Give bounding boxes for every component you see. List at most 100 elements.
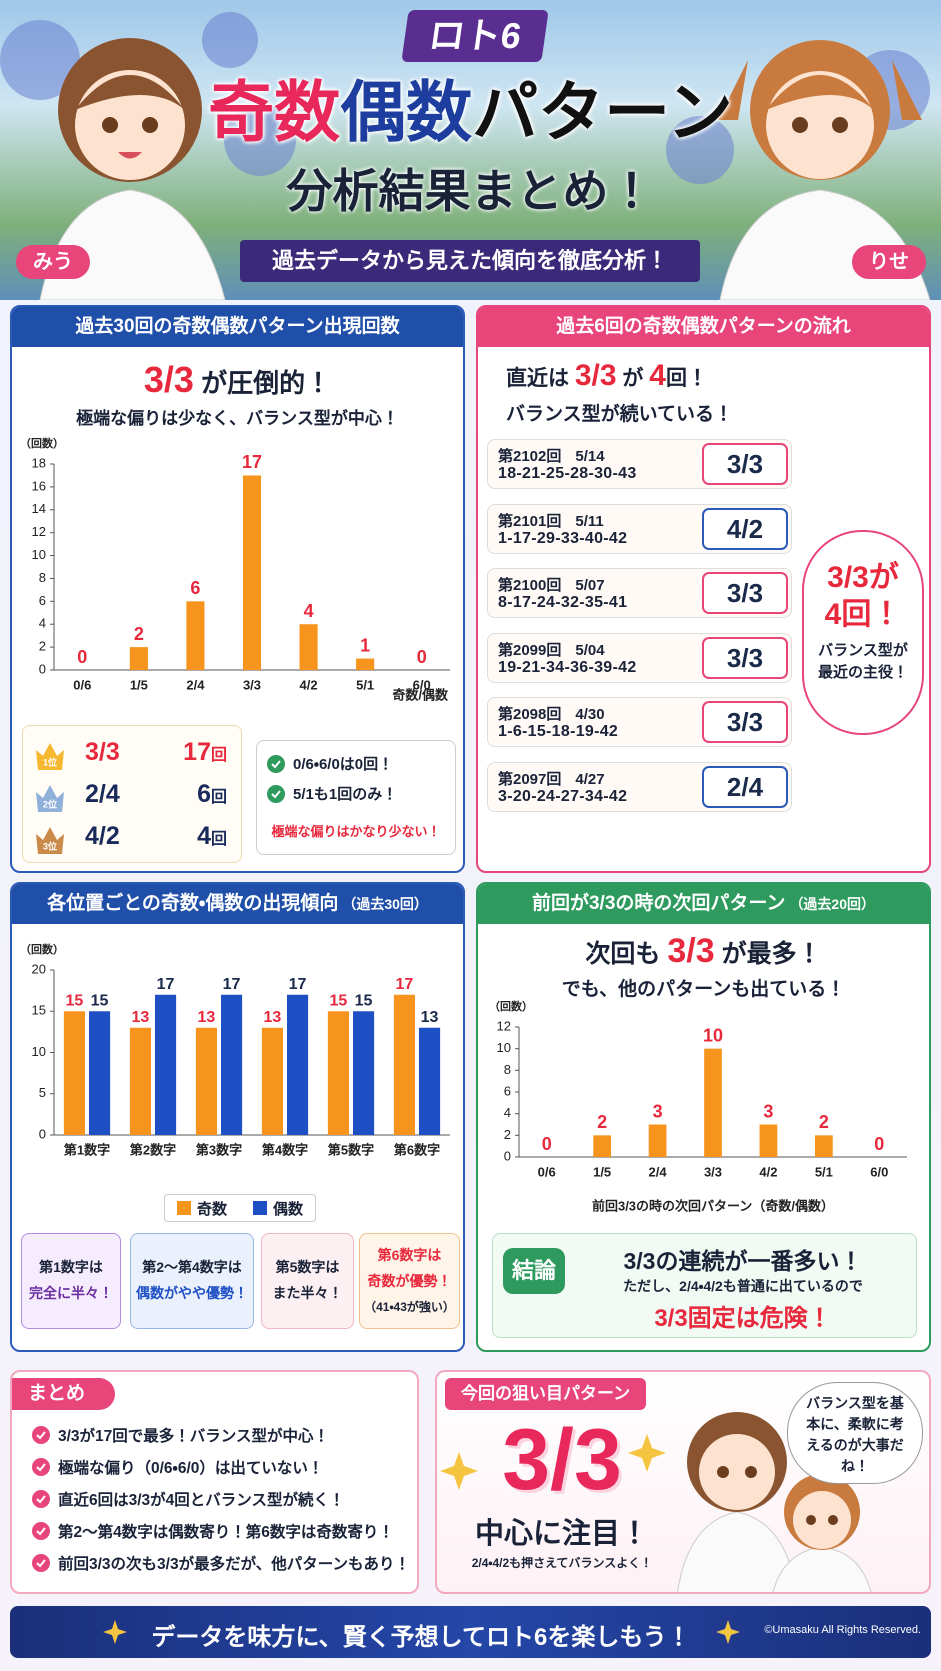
title-rest: パターン — [472, 75, 733, 149]
panel-title-text: 前回が3/3の時の次回パターン — [531, 893, 786, 914]
rank-pattern: 3/3 — [85, 738, 120, 766]
y-tick-label: 4 — [39, 616, 46, 631]
card-line: 第5数字は — [275, 1259, 340, 1275]
draw-date: 4/27 — [575, 771, 605, 788]
count-value: 6 — [197, 780, 211, 808]
conclusion-alert: 3/3固定は危険！ — [654, 1305, 832, 1332]
subhead: でも、他のパターンも出ている！ — [561, 979, 846, 1000]
y-axis-title: （回数） — [20, 942, 64, 956]
bar — [299, 624, 318, 670]
chart: （回数） 0 5 10 15 20 第1数字 第2数字 第3数字 第4数字 第5数字 第6数字 15 13… — [20, 942, 450, 1157]
summary-title: まとめ — [12, 1378, 116, 1410]
value-label: 15 — [66, 992, 84, 1009]
value-label: 17 — [223, 976, 241, 993]
value-label: 6 — [190, 578, 200, 598]
bar — [393, 994, 415, 1135]
rank-pattern: 2/4 — [85, 780, 120, 808]
draw-pattern: 3/3 — [702, 701, 788, 744]
draw-head: 第2100回 5/07 — [498, 574, 605, 595]
y-axis-title: （回数） — [489, 999, 533, 1013]
check-circle — [32, 1458, 50, 1476]
draw-head: 第2098回 4/30 — [498, 703, 605, 724]
check-mark — [271, 789, 281, 798]
x-tick-label: 3/3 — [704, 1164, 722, 1179]
check-mark — [36, 1463, 46, 1472]
bar — [129, 1027, 151, 1135]
y-tick-label: 10 — [497, 1040, 511, 1055]
draw-date: 5/11 — [575, 512, 604, 530]
value-label: 15 — [330, 992, 348, 1009]
draw-head: 第2102回 5/14 — [498, 445, 605, 466]
headline-text: が圧倒的！ — [201, 368, 332, 398]
draw-row: 第2098回 4/30 1-6-15-18-19-42 3/3 — [487, 697, 792, 748]
draw-numbers: 18-21-25-28-30-43 — [498, 465, 637, 482]
card-line: 完全に半々！ — [29, 1285, 113, 1301]
conclusion-head: 3/3の連続が一番多い！ — [623, 1248, 863, 1274]
draw-row: 第2102回 5/14 18-21-25-28-30-43 3/3 — [487, 439, 792, 489]
value-label: 3 — [653, 1101, 663, 1121]
bar — [63, 1011, 85, 1135]
x-tick-label: 第4数字 — [261, 1142, 308, 1157]
value-label: 2 — [597, 1112, 607, 1132]
position-card: 第2〜第4数字は 偶数がやや優勢！ — [130, 1233, 254, 1329]
headline: 直近は 3/3 が 4回！ — [506, 359, 708, 393]
panel-title: 過去6回の奇数偶数パターンの流れ — [478, 307, 929, 347]
bar — [129, 647, 148, 670]
draw-head: 第2097回 4/27 — [498, 768, 605, 789]
check-circle — [32, 1426, 50, 1444]
value-label: 13 — [264, 1009, 282, 1026]
headline-pattern: 3/3 — [667, 932, 715, 970]
check-icon — [267, 784, 285, 803]
draw-numbers: 19-21-34-36-39-42 — [498, 658, 637, 676]
bar — [221, 994, 243, 1135]
draw-date: 4/30 — [575, 706, 605, 724]
headline-text: 次回も — [585, 940, 661, 968]
draw-number: 第2097回 — [498, 771, 562, 788]
character-name: みう — [16, 245, 90, 279]
y-tick-label: 0 — [39, 1126, 46, 1141]
badge: ロト6 — [401, 10, 549, 62]
subhead: 極端な偏りは少なく、バランス型が中心！ — [76, 409, 399, 428]
bar — [648, 1124, 667, 1157]
bar — [89, 1011, 111, 1135]
y-tick-label: 18 — [32, 455, 46, 470]
x-axis-title: 前回3/3の時の次回パターン（奇数/偶数） — [592, 1198, 834, 1213]
x-tick-label: 3/3 — [243, 677, 261, 692]
crown-shape — [36, 785, 64, 812]
summary-item: 第2〜第4数字は偶数寄り！第6数字は奇数寄り！ — [32, 1520, 394, 1542]
value-label: 2 — [134, 624, 144, 644]
y-tick-label: 0 — [39, 661, 46, 676]
value-label: 13 — [132, 1009, 150, 1026]
crown-shape — [36, 827, 64, 854]
y-tick-label: 20 — [32, 961, 46, 976]
card-line: 奇数が優勢！ — [367, 1273, 452, 1289]
value-label: 17 — [396, 976, 414, 993]
check-circle — [267, 754, 285, 773]
character — [772, 1474, 872, 1592]
summary-item: 直近6回は3/3が4回とバランス型が続く！ — [32, 1488, 344, 1510]
value-label: 2 — [819, 1112, 829, 1132]
draw-numbers: 3-20-24-27-34-42 — [498, 788, 628, 805]
character — [677, 1412, 797, 1592]
target-focus: 中心に注目！ — [474, 1518, 649, 1550]
panel-title-note: （過去30回） — [342, 896, 428, 912]
x-tick-label: 第6数字 — [393, 1142, 440, 1157]
x-tick-label: 2/4 — [649, 1164, 668, 1179]
headline-text: が — [622, 367, 644, 390]
value-label: 15 — [91, 992, 109, 1009]
x-tick-label: 1/5 — [130, 677, 148, 692]
y-tick-label: 16 — [32, 478, 46, 493]
title-odd: 奇数 — [208, 75, 341, 149]
bar — [195, 1027, 217, 1135]
draw-pattern: 3/3 — [702, 572, 788, 615]
check-icon — [32, 1490, 50, 1508]
legend-swatch — [177, 1201, 191, 1215]
main-title: 奇数偶数パターン — [0, 72, 941, 152]
card-line: 第2〜第4数字は — [142, 1259, 242, 1275]
draw-pattern: 3/3 — [702, 636, 788, 679]
count-value: 17 — [183, 738, 211, 766]
y-tick-label: 2 — [504, 1127, 511, 1142]
y-tick-label: 14 — [32, 501, 46, 516]
bar — [704, 1048, 722, 1157]
value-label: 17 — [242, 452, 262, 472]
